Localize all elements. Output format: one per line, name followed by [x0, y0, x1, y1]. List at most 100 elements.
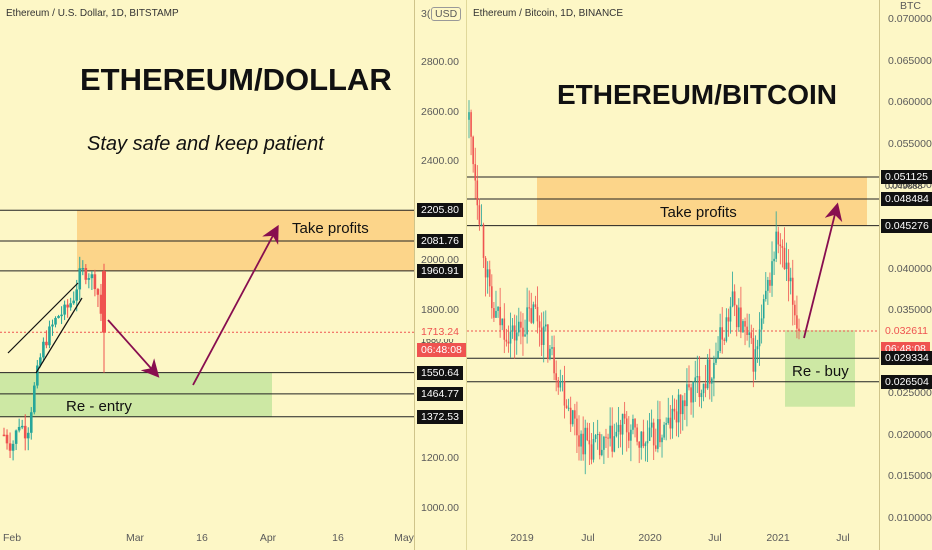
left-candle	[75, 289, 79, 301]
left-candle	[81, 268, 85, 270]
right-candle	[470, 112, 472, 137]
left-candle	[45, 341, 48, 346]
right-price-label: 0.045276	[881, 218, 932, 233]
left-candle	[39, 357, 42, 366]
right-candle	[713, 362, 715, 379]
right-candle	[706, 359, 709, 389]
left-reentry-zone	[0, 372, 272, 417]
right-candle	[785, 262, 788, 270]
right-candle	[762, 299, 765, 319]
left-chart-panel[interactable]: Ethereum / U.S. Dollar, 1D, BITSTAMP ETH…	[0, 0, 466, 550]
right-candle	[480, 224, 483, 226]
left-candle	[57, 316, 60, 318]
right-candle	[721, 327, 724, 340]
right-candle	[617, 424, 620, 432]
right-y-tick: 0.055000	[888, 137, 932, 150]
right-candle	[488, 269, 491, 287]
right-candle	[671, 408, 674, 429]
right-candle	[468, 112, 470, 120]
right-up-arrow	[803, 202, 843, 339]
right-candle	[700, 393, 703, 398]
left-price-label: 1713.24	[417, 325, 463, 340]
right-chart-canvas	[467, 100, 879, 475]
right-candle	[733, 291, 736, 306]
right-candle	[605, 436, 607, 438]
right-candle	[613, 436, 616, 452]
right-price-label: 0.029334	[881, 351, 932, 366]
right-candle	[692, 381, 694, 403]
right-price-axis[interactable]: BTC 0.070000 0.065000 0.060000 0.055000 0.05…	[879, 0, 932, 550]
right-y-tick: 0.065000	[888, 54, 932, 67]
right-candle	[609, 425, 611, 439]
right-candle	[696, 376, 699, 378]
right-candle	[482, 224, 485, 258]
left-y-tick: 2600.00	[421, 105, 459, 118]
left-candle	[20, 425, 24, 428]
left-candle	[14, 430, 18, 444]
right-price-label: 0.026504	[881, 374, 932, 389]
right-candle	[580, 433, 582, 447]
right-candle	[630, 429, 632, 441]
right-y-tick: 0.020000	[888, 428, 932, 441]
right-candle	[511, 325, 514, 332]
right-candle	[789, 277, 792, 282]
right-candle	[594, 435, 597, 439]
right-candle	[667, 417, 670, 424]
right-candle	[559, 381, 562, 388]
left-candle	[102, 271, 106, 333]
right-candle	[586, 427, 589, 441]
right-candle	[796, 315, 798, 329]
right-candle	[530, 308, 533, 323]
right-price-peek: 0.049888	[885, 181, 923, 192]
right-candle	[640, 431, 643, 448]
right-candle	[681, 400, 684, 415]
left-price-label: 2205.80	[417, 203, 463, 218]
right-candle	[642, 431, 645, 447]
right-y-tick: 0.010000	[888, 512, 932, 524]
right-candle	[571, 410, 574, 425]
right-candle	[686, 384, 688, 407]
right-candle	[657, 419, 659, 449]
left-price-label: 1464.77	[417, 386, 463, 401]
right-candle	[708, 359, 711, 384]
left-trend-line	[7, 282, 79, 354]
right-x-tick: Jul	[836, 532, 850, 544]
right-candle	[648, 427, 651, 441]
right-candle	[634, 418, 636, 428]
right-candle	[598, 433, 601, 456]
left-y-tick: 1200.00	[421, 452, 459, 465]
right-candle	[569, 407, 572, 425]
right-candle	[536, 306, 539, 322]
right-candle	[725, 317, 728, 341]
right-candle	[787, 262, 790, 282]
right-candle	[744, 321, 746, 327]
right-candle	[505, 339, 508, 342]
left-y-tick: 1000.00	[421, 502, 459, 514]
left-price-axis[interactable]: 3( USD 2800.00 2600.00 2400.00 2000.00 1800.…	[414, 0, 462, 550]
right-candle	[748, 332, 750, 335]
right-candle	[777, 231, 780, 245]
right-candle	[694, 377, 697, 382]
right-take-profit-zone	[537, 176, 867, 226]
right-candle	[654, 445, 657, 449]
right-candle	[735, 305, 738, 328]
right-candle	[534, 304, 537, 307]
left-candle	[33, 385, 36, 413]
right-candle	[781, 246, 784, 248]
left-candle	[29, 412, 33, 433]
right-candle	[491, 286, 493, 309]
left-candle	[42, 341, 45, 358]
left-x-tick: 16	[332, 532, 344, 544]
right-candle	[690, 387, 692, 403]
left-price-label: 1960.91	[417, 263, 463, 278]
right-candle	[623, 413, 626, 419]
left-currency-label[interactable]: USD	[431, 7, 462, 21]
right-candle	[484, 257, 487, 278]
right-chart-panel[interactable]: Ethereum / Bitcoin, 1D, BINANCE ETHEREUM…	[466, 0, 932, 550]
right-candle	[698, 376, 701, 398]
right-price-label: 0.051125	[881, 169, 932, 184]
right-candle	[673, 408, 676, 412]
right-candle	[582, 433, 584, 455]
right-candle	[661, 437, 663, 443]
right-candle	[528, 307, 530, 309]
